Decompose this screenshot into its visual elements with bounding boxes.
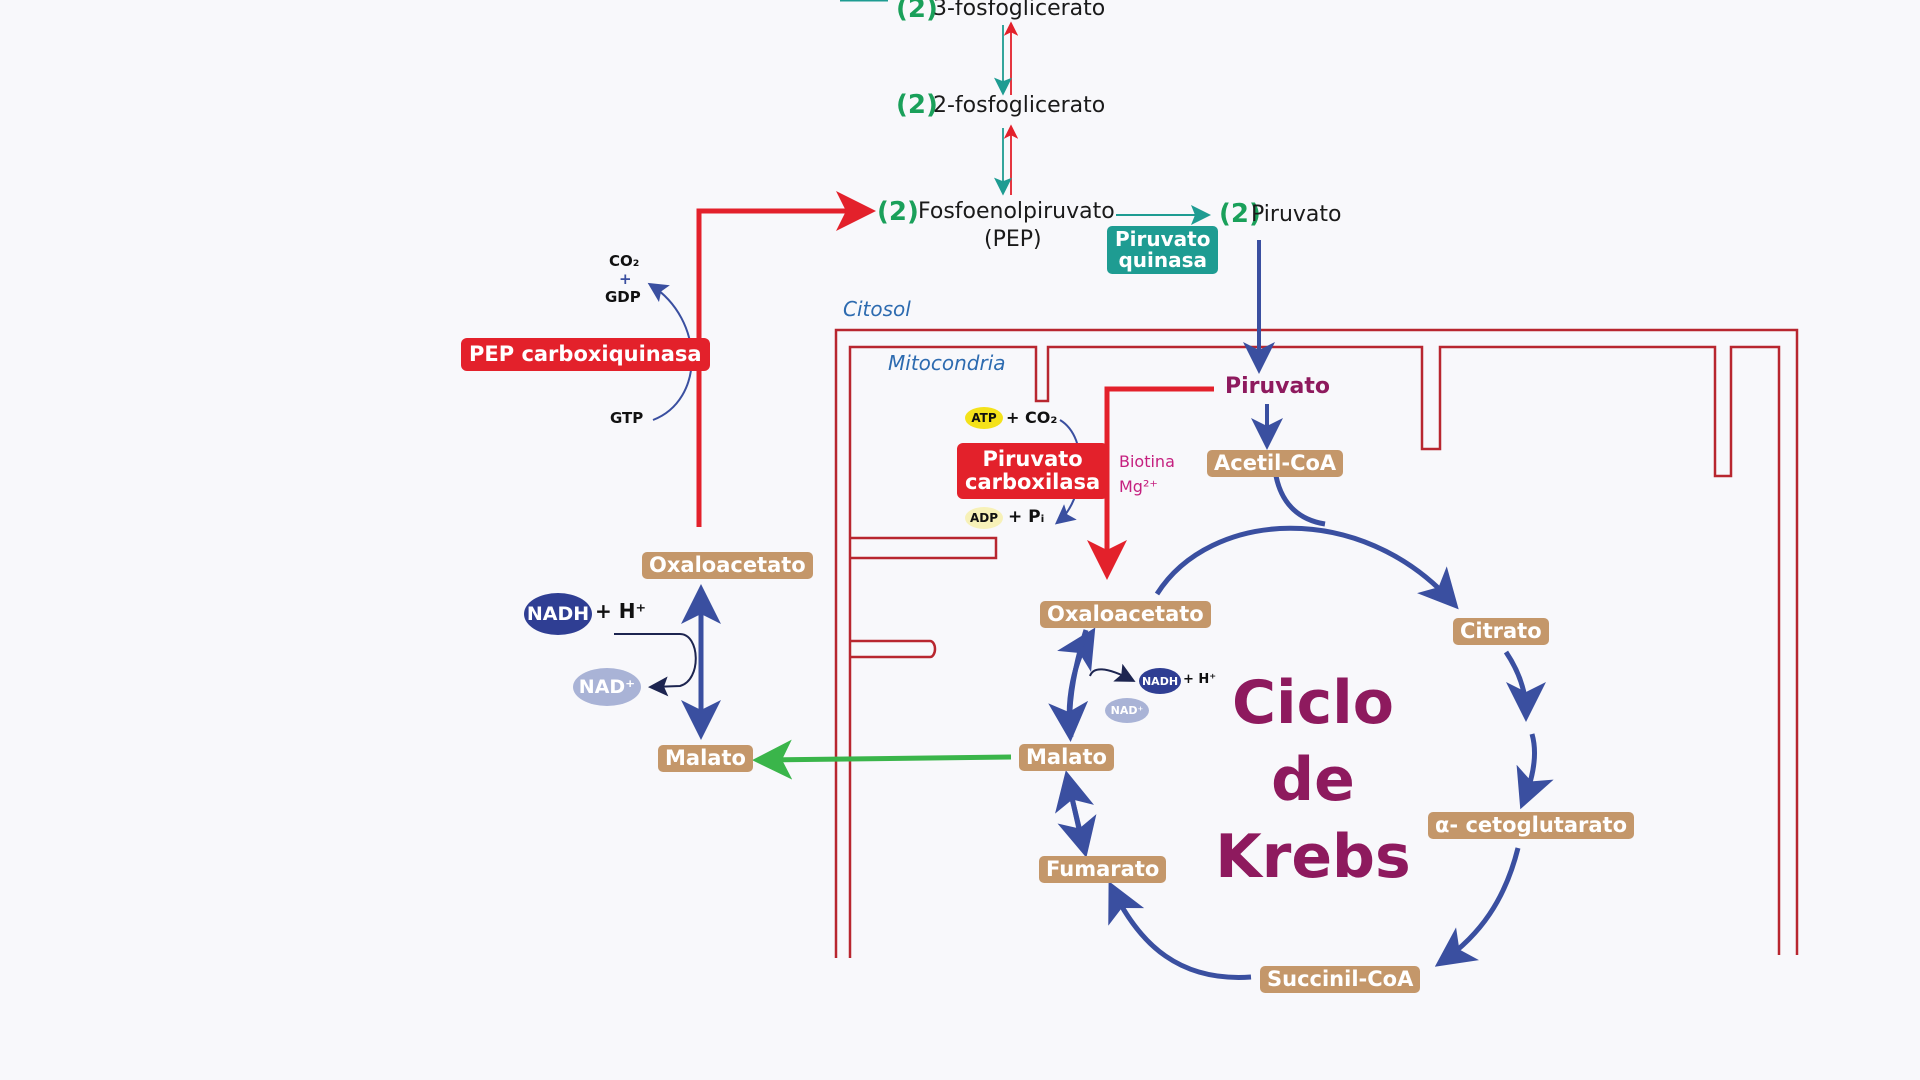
- plus-h-krebs: + H⁺: [1183, 672, 1217, 687]
- pc-line2: carboxilasa: [965, 470, 1101, 495]
- pc-line1: Piruvato: [982, 447, 1083, 471]
- arrow-nadh-to-nad: [614, 633, 697, 697]
- krebs-title-line3: Krebs: [1215, 822, 1411, 892]
- nad-cytosol: NAD⁺: [573, 668, 641, 706]
- label-mitocondria: Mitocondria: [888, 351, 1006, 375]
- arrow-to-akg: [1516, 733, 1554, 810]
- enzyme-piruvato-quinasa: Piruvato quinasa: [1107, 226, 1219, 274]
- enzyme-pep-carboxiquinasa: PEP carboxiquinasa: [461, 338, 710, 372]
- arrow-pyruvate-to-oaa: [1087, 386, 1214, 580]
- label-co2-cytosol: CO₂: [609, 252, 640, 270]
- krebs-succinil-coa: Succinil-CoA: [1260, 966, 1421, 993]
- enzyme-piruvato-carboxilasa: Piruvato carboxilasa: [957, 443, 1109, 500]
- nad-krebs: NAD⁺: [1105, 698, 1149, 723]
- arrow-krebs-nadh: [1089, 663, 1136, 682]
- pk-line2: quinasa: [1118, 248, 1207, 272]
- label-plus-pi: + Pᵢ: [1008, 507, 1045, 527]
- label-citosol: Citosol: [843, 297, 911, 321]
- krebs-citrato: Citrato: [1453, 618, 1549, 645]
- arrow-malate-to-fumarate: [1057, 789, 1097, 858]
- label-biotina: Biotina: [1119, 452, 1175, 471]
- label-2-fosfoglicerato: 2-fosfoglicerato: [933, 93, 1106, 118]
- krebs-title-line2: de: [1271, 745, 1355, 815]
- outer-membrane: [834, 328, 1799, 958]
- nadh-krebs: NADH: [1139, 668, 1181, 694]
- label-3-fosfoglicerato: 3-fosfoglicerato: [933, 0, 1106, 21]
- count-2pg: (2): [896, 90, 938, 120]
- krebs-oxaloacetato: Oxaloacetato: [1040, 601, 1211, 628]
- arrow-citrate-to-isocitrate: [1503, 650, 1546, 722]
- arrow-oaa-to-citrate: [1154, 525, 1459, 610]
- label-piruvato-cytosol: Piruvato: [1251, 202, 1342, 227]
- arrow-oaa-to-malate-mito: [1048, 629, 1089, 742]
- krebs-fumarato: Fumarato: [1039, 856, 1167, 883]
- inner-membrane: [848, 345, 1781, 958]
- plus-cytosol: +: [619, 270, 632, 288]
- krebs-alfa-cetoglutarato: α- cetoglutarato: [1428, 812, 1634, 839]
- krebs-title: Ciclo de Krebs: [1213, 665, 1413, 896]
- arrow-malate-export: [752, 739, 1012, 780]
- krebs-malato: Malato: [1019, 744, 1114, 771]
- count-pyruvate: (2): [1219, 199, 1261, 229]
- nadh-cytosol: NADH: [524, 593, 592, 635]
- label-fosfoenolpiruvato: Fosfoenolpiruvato: [918, 199, 1115, 224]
- count-3pg: (2): [896, 0, 938, 24]
- adp-badge: ADP: [965, 507, 1003, 529]
- count-pep: (2): [877, 197, 919, 227]
- plus-h-cytosol: + H⁺: [595, 599, 647, 623]
- arrow-oaa-to-pep: [696, 191, 876, 527]
- label-gdp: GDP: [605, 288, 641, 306]
- arrow-akg-to-succcoa: [1434, 847, 1521, 967]
- label-mg: Mg²⁺: [1119, 477, 1158, 496]
- cytosol-malato: Malato: [658, 745, 753, 772]
- mito-acetil-coa: Acetil-CoA: [1207, 450, 1344, 477]
- arrow-acetylcoa-entry: [1273, 475, 1326, 527]
- label-plus-co2: + CO₂: [1006, 408, 1058, 427]
- atp-badge: ATP: [965, 407, 1003, 429]
- krebs-title-line1: Ciclo: [1232, 668, 1394, 738]
- label-pep-abbrev: (PEP): [984, 227, 1042, 252]
- arrow-succcoa-to-fumarate: [1108, 881, 1252, 980]
- label-piruvato-mito: Piruvato: [1225, 374, 1330, 399]
- label-gtp: GTP: [610, 409, 644, 427]
- pk-line1: Piruvato: [1115, 227, 1211, 251]
- cytosol-oxaloacetato: Oxaloacetato: [642, 552, 813, 579]
